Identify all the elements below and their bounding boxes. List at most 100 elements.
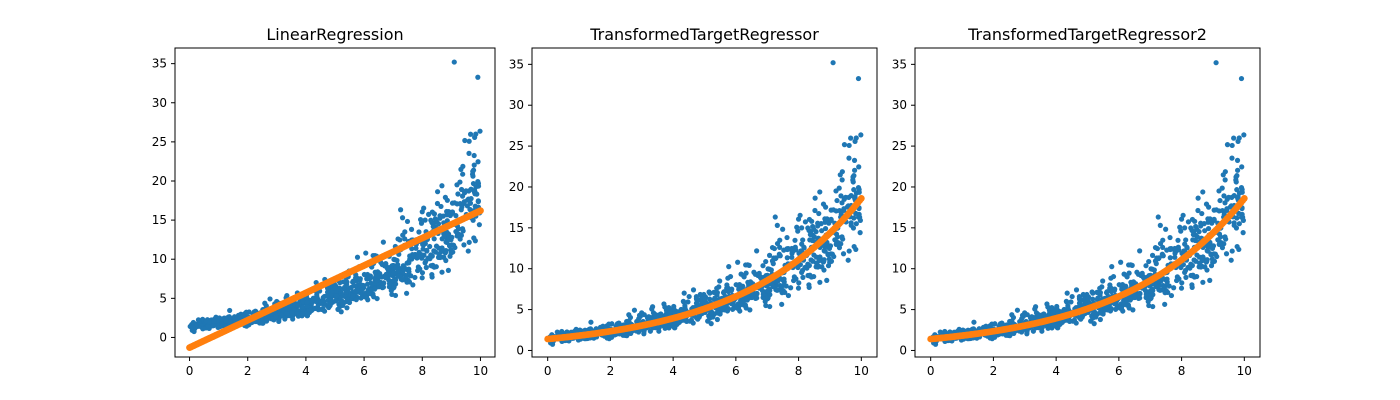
scatter-point — [774, 222, 780, 228]
scatter-point — [800, 237, 806, 243]
scatter-point — [822, 225, 829, 232]
y-tick-label: 25 — [152, 135, 167, 149]
scatter-point — [799, 241, 805, 247]
y-tick-label: 15 — [152, 213, 167, 227]
scatter-point — [1162, 301, 1168, 307]
scatter-point — [768, 267, 774, 273]
scatter-point — [1172, 254, 1178, 260]
scatter-point — [796, 280, 802, 286]
scatter-point — [811, 252, 817, 258]
scatter-point — [1164, 276, 1170, 282]
axes-frame — [914, 47, 1261, 358]
scatter-point — [777, 237, 783, 243]
scatter-point — [1194, 252, 1200, 258]
scatter-point — [398, 207, 404, 213]
scatter-point — [662, 304, 668, 310]
scatter-point — [421, 205, 427, 211]
scatter-point — [1207, 277, 1213, 283]
scatter-point — [727, 273, 734, 280]
scatter-point — [851, 215, 857, 221]
scatter-point — [838, 193, 844, 199]
scatter-point — [395, 273, 402, 279]
prediction-point — [1240, 195, 1248, 202]
scatter-point — [1193, 223, 1199, 230]
scatter-point — [1182, 241, 1188, 247]
scatter-point — [350, 293, 356, 299]
scatter-point — [853, 221, 859, 227]
scatter-point — [1195, 195, 1201, 201]
scatter-point — [436, 251, 442, 257]
scatter-point — [1104, 289, 1110, 295]
scatter-point — [1032, 306, 1038, 312]
scatter-point — [815, 223, 821, 229]
y-tick-label: 15 — [892, 221, 907, 235]
scatter-point — [763, 258, 769, 265]
scatter-point — [402, 229, 408, 235]
y-tick-label: 35 — [152, 57, 167, 71]
scatter-point — [811, 234, 817, 240]
scatter-point — [1177, 224, 1183, 230]
scatter-point — [1090, 296, 1096, 302]
x-tick-label: 2 — [990, 364, 998, 378]
scatter-point — [1150, 303, 1156, 310]
scatter-point — [419, 270, 426, 276]
prediction-series — [186, 207, 484, 352]
scatter-point — [445, 267, 451, 273]
scatter-point — [797, 212, 803, 218]
scatter-point — [1229, 155, 1235, 161]
scatter-point — [800, 274, 806, 280]
chart-title: TransformedTargetRegressor — [589, 25, 819, 44]
scatter-point — [653, 314, 659, 320]
scatter-point — [1014, 307, 1021, 313]
scatter-point — [394, 257, 400, 264]
scatter-point — [937, 329, 943, 335]
scatter-point — [1153, 261, 1159, 267]
scatter-point — [836, 185, 842, 191]
scatter-point — [746, 262, 752, 268]
scatter-point — [1146, 302, 1152, 309]
scatter-point — [728, 287, 735, 294]
scatter-point — [438, 203, 444, 210]
scatter-point — [1129, 262, 1135, 268]
scatter-point — [420, 241, 426, 248]
scatter-point — [444, 239, 450, 245]
scatter-point — [785, 292, 792, 299]
scatter-point — [262, 300, 268, 306]
scatter-point — [730, 306, 736, 312]
scatter-point — [1137, 290, 1143, 296]
scatter-point — [763, 302, 769, 309]
scatter-point — [1118, 259, 1124, 265]
scatter-point — [460, 171, 466, 177]
scatter-point — [1121, 301, 1127, 308]
scatter-point — [1073, 287, 1080, 293]
scatter-point — [1154, 245, 1161, 252]
scatter-point — [475, 198, 481, 204]
scatter-point — [770, 261, 776, 267]
scatter-point — [1097, 316, 1103, 323]
scatter-point — [343, 289, 349, 296]
scatter-point — [1145, 298, 1151, 305]
x-tick-label: 4 — [669, 364, 677, 378]
scatter-point — [777, 244, 783, 250]
scatter-point — [263, 318, 270, 324]
scatter-point — [467, 131, 474, 137]
scatter-point — [1222, 177, 1228, 183]
scatter-point — [1009, 312, 1015, 318]
scatter-point — [795, 285, 802, 291]
scatter-point — [1219, 245, 1226, 251]
scatter-point — [211, 322, 217, 328]
scatter-point — [1167, 234, 1173, 241]
scatter-point — [473, 184, 479, 190]
scatter-point — [1185, 219, 1192, 225]
scatter-point — [466, 239, 472, 245]
scatter-point — [807, 273, 813, 279]
scatter-point — [1190, 273, 1196, 279]
scatter-point — [823, 218, 829, 224]
scatter-point — [1036, 314, 1042, 320]
scatter-point — [426, 211, 432, 217]
scatter-point — [219, 316, 225, 322]
scatter-point — [839, 234, 845, 240]
scatter-point — [1107, 308, 1114, 314]
scatter-point — [354, 287, 361, 294]
